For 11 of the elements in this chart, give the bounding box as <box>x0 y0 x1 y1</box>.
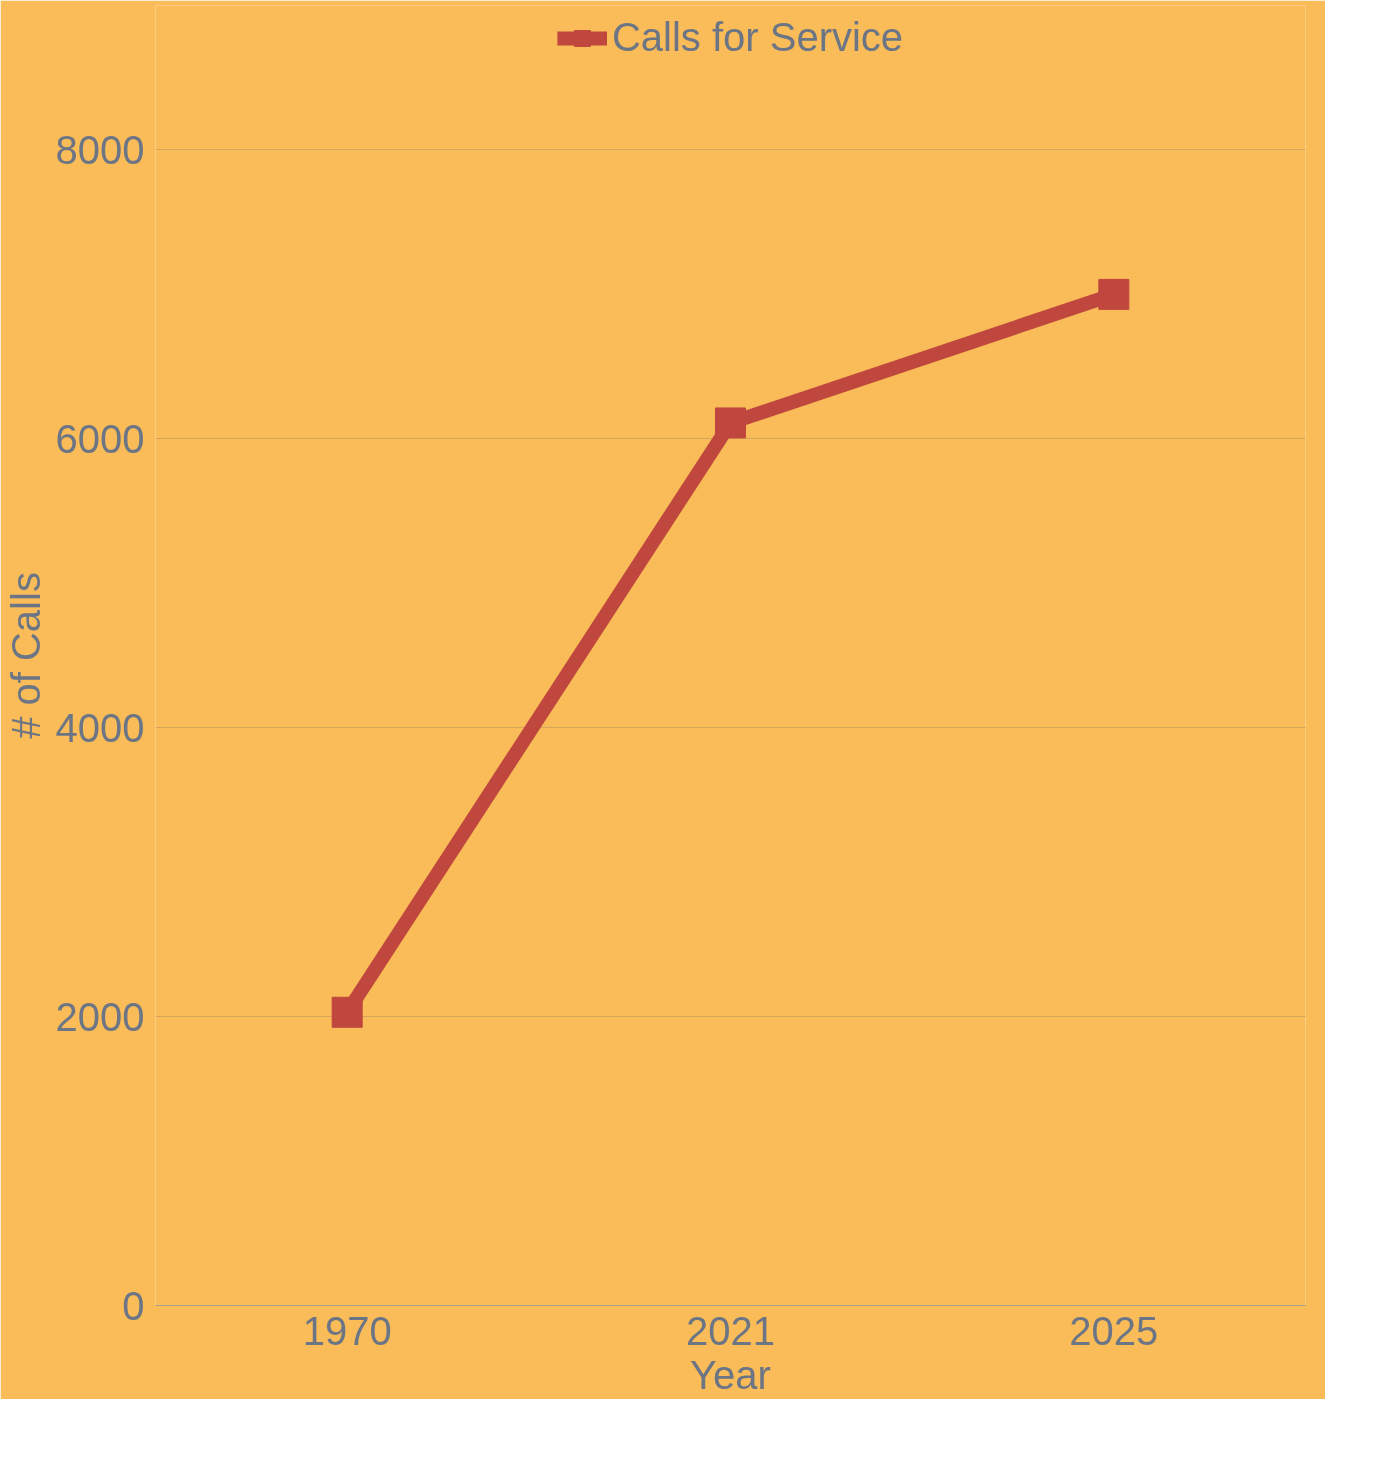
legend-label: Calls for Service <box>611 15 904 60</box>
y-tick-label: 8000 <box>55 127 145 172</box>
y-tick-label: 6000 <box>55 416 145 461</box>
y-axis-title: # of Calls <box>3 572 48 739</box>
x-tick-label: 2021 <box>686 1308 775 1353</box>
x-tick-label: 1970 <box>302 1308 392 1353</box>
x-axis-title: Year <box>690 1352 771 1397</box>
y-tick-label: 2000 <box>55 994 145 1039</box>
x-tick-label: 2025 <box>1069 1308 1159 1353</box>
y-tick-label: 4000 <box>55 705 145 750</box>
y-tick-label: 0 <box>122 1283 145 1328</box>
